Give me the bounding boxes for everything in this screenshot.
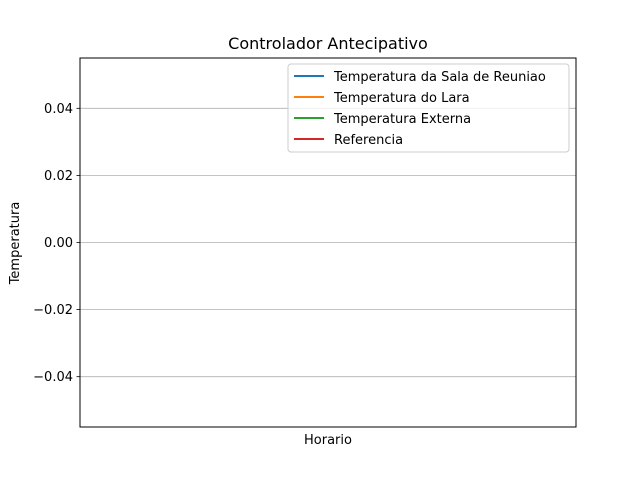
y-tick-label: 0.02 [44, 169, 73, 184]
y-axis-ticks: 0.04 0.02 0.00 −0.02 −0.04 [33, 102, 80, 385]
legend-label: Temperatura Externa [333, 112, 471, 127]
legend-label: Referencia [334, 133, 403, 148]
legend-box [287, 63, 570, 153]
y-axis-label: Temperatura [8, 202, 23, 286]
y-tick-label: 0.04 [44, 102, 73, 117]
legend: Temperatura da Sala de Reuniao Temperatur… [287, 63, 570, 153]
y-tick-label: −0.02 [33, 303, 73, 318]
legend-label: Temperatura do Lara [333, 91, 470, 106]
y-tick-label: −0.04 [33, 370, 73, 385]
legend-entries: Temperatura da Sala de Reuniao Temperatur… [294, 70, 546, 148]
y-tick-label: 0.00 [44, 236, 73, 251]
legend-label: Temperatura da Sala de Reuniao [333, 70, 546, 85]
x-axis-label: Horario [304, 433, 352, 448]
chart-title: Controlador Antecipativo [228, 34, 428, 53]
